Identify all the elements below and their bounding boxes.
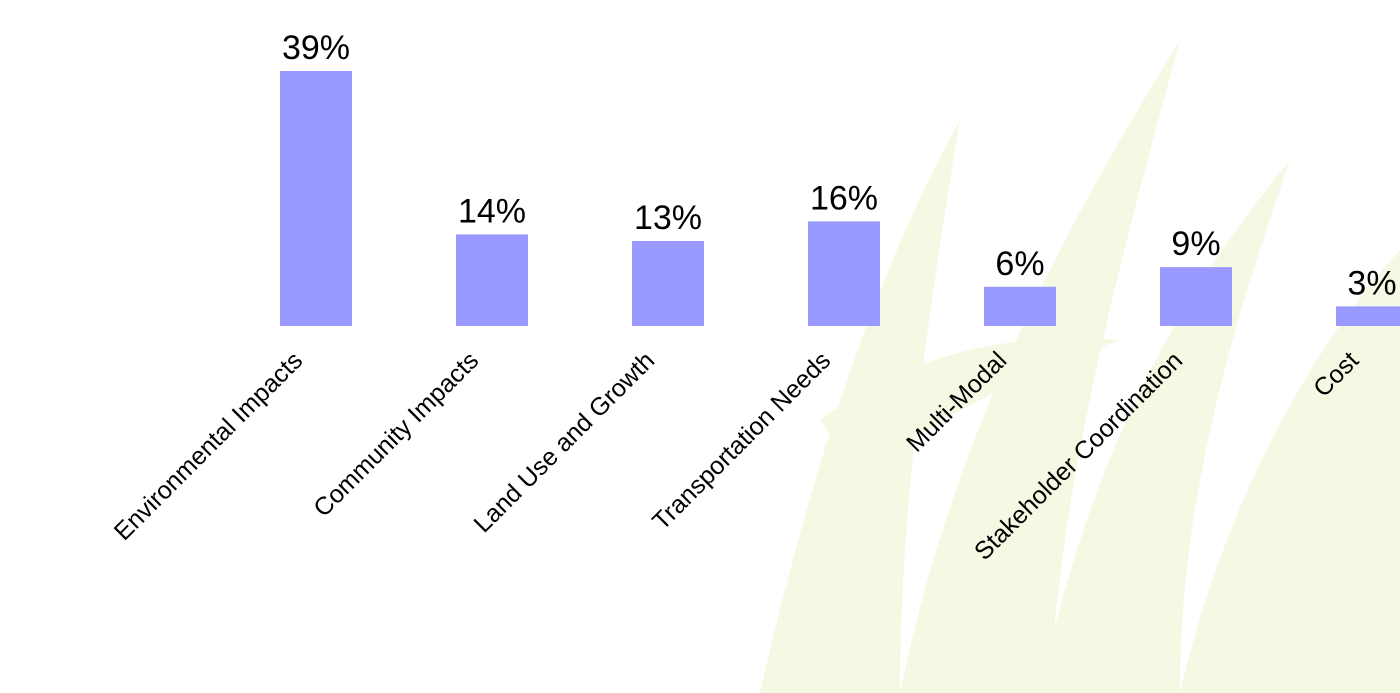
bar: [1160, 267, 1232, 326]
x-tick-label: Environmental Impacts: [109, 346, 309, 546]
value-label: 6%: [995, 245, 1044, 283]
value-label: 9%: [1171, 225, 1220, 263]
bar: [456, 234, 528, 326]
value-label: 3%: [1347, 264, 1396, 302]
bar: [1336, 306, 1400, 326]
bar: [984, 286, 1056, 326]
background-plant: [760, 40, 1400, 693]
bar: [632, 241, 704, 326]
bar: [280, 71, 352, 326]
value-label: 16%: [810, 179, 878, 217]
value-label: 14%: [458, 192, 526, 230]
x-tick-label: Land Use and Growth: [468, 346, 660, 538]
x-tick-label: Community Impacts: [308, 346, 484, 522]
value-label: 13%: [634, 199, 702, 237]
bar: [808, 221, 880, 326]
value-label: 39%: [282, 29, 350, 67]
